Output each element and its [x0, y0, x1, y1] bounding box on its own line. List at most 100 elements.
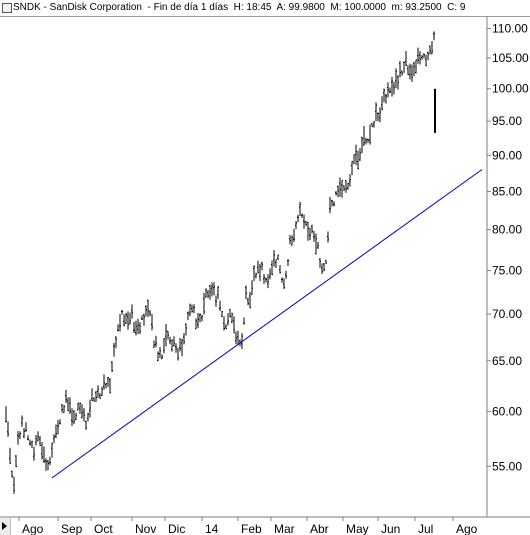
price-bar: [45, 458, 47, 471]
price-bar: [269, 268, 271, 280]
price-bar: [73, 410, 75, 424]
price-bar: [371, 122, 373, 128]
price-bar: [331, 199, 333, 207]
price-bar: [263, 273, 265, 284]
price-bar: [183, 332, 185, 345]
price-bar: [413, 61, 415, 77]
price-bar: [425, 54, 427, 67]
price-bar: [77, 402, 79, 411]
x-tick-label: Oct: [94, 522, 113, 535]
price-bar: [31, 440, 33, 449]
price-bar: [25, 422, 27, 432]
price-bar: [209, 285, 211, 300]
price-bar: [229, 309, 231, 318]
price-bar: [59, 419, 61, 425]
price-bar: [211, 282, 213, 297]
price-bar: [33, 446, 35, 461]
price-bar: [151, 314, 153, 331]
price-bar: [161, 354, 163, 360]
price-bar: [17, 430, 19, 445]
x-tick-label: Dic: [168, 522, 185, 535]
y-tick-label: 105.00: [492, 51, 529, 65]
price-bar: [49, 456, 51, 466]
price-bar: [113, 342, 115, 357]
price-bar: [51, 442, 53, 458]
price-bar: [265, 277, 267, 283]
price-bar: [189, 303, 191, 317]
price-bar: [271, 260, 273, 276]
price-bar: [359, 148, 361, 161]
price-bar: [195, 318, 197, 330]
price-bar: [179, 337, 181, 352]
price-bar: [207, 290, 209, 299]
price-bar: [19, 431, 21, 440]
price-bar: [221, 310, 223, 318]
price-bar: [197, 312, 199, 329]
price-bar: [85, 420, 87, 430]
price-bar: [315, 233, 317, 255]
price-bar: [251, 280, 253, 295]
x-tick-label: 14: [205, 522, 219, 535]
price-bar: [219, 300, 221, 312]
price-bar: [261, 261, 263, 271]
price-bar: [247, 297, 249, 306]
price-bar: [417, 47, 419, 64]
price-bar: [217, 286, 219, 300]
y-tick-label: 60.00: [492, 404, 522, 418]
price-bar: [163, 338, 165, 354]
price-bar: [201, 314, 203, 322]
price-bar: [237, 330, 239, 345]
price-bar: [305, 221, 307, 227]
x-tick-label: Jun: [381, 522, 400, 535]
price-bar: [65, 389, 67, 404]
price-bar: [199, 313, 201, 323]
price-bar: [433, 31, 435, 41]
price-bar: [303, 214, 305, 229]
price-bar: [375, 102, 377, 121]
x-tick-label: Feb: [241, 522, 262, 535]
price-bar: [225, 324, 227, 330]
price-bar: [245, 285, 247, 300]
price-bar: [339, 177, 341, 197]
price-bar: [313, 230, 315, 242]
price-bar: [333, 201, 335, 207]
price-bar: [129, 312, 131, 325]
price-bar: [121, 309, 123, 315]
price-bar: [369, 124, 371, 145]
price-bar: [249, 291, 251, 309]
price-bar: [185, 323, 187, 336]
price-bar: [167, 331, 169, 340]
price-bar: [423, 53, 425, 59]
price-bar: [285, 270, 287, 279]
price-bar: [95, 390, 97, 403]
price-bar: [173, 336, 175, 347]
price-bar: [283, 278, 285, 290]
price-bar: [145, 305, 147, 317]
price-bar: [379, 107, 381, 123]
price-bar: [275, 259, 277, 269]
price-bar: [123, 314, 125, 327]
price-bar: [101, 386, 103, 397]
price-bar: [175, 343, 177, 353]
scroll-left-button[interactable]: [0, 518, 11, 535]
price-bar: [157, 351, 159, 362]
x-tick-label: Ago: [456, 522, 478, 535]
price-bar: [191, 304, 193, 313]
price-bar: [255, 272, 257, 279]
price-bar: [171, 339, 173, 352]
y-tick-label: 55.00: [492, 459, 522, 473]
price-bar: [5, 406, 7, 423]
price-bar: [99, 392, 101, 399]
price-bar: [343, 185, 345, 192]
price-axis: 110.00 105.00 100.00 95.00 90.00 85.00 80.00 75…: [487, 22, 529, 473]
price-bar: [91, 388, 93, 402]
x-tick-label: Nov: [135, 522, 156, 535]
y-tick-label: 75.00: [492, 263, 522, 277]
price-bar: [125, 312, 127, 324]
price-bar: [267, 274, 269, 289]
y-tick-label: 110.00: [492, 22, 528, 36]
y-tick-label: 100.00: [492, 82, 529, 96]
price-bar: [75, 412, 77, 421]
price-bar: [103, 374, 105, 390]
window-icon[interactable]: [2, 3, 12, 13]
